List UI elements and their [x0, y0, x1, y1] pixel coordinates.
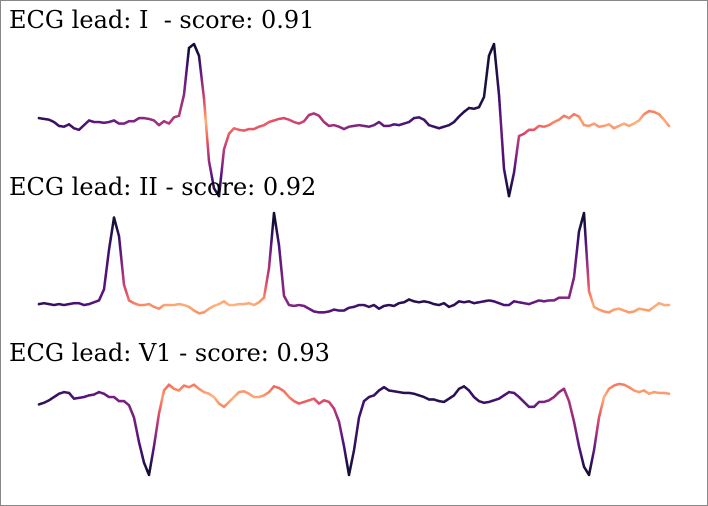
ecg-panel-lead-ii: ECG lead: II - score: 0.92: [1, 173, 707, 333]
ecg-sample-point: [667, 303, 671, 307]
ecg-panel-lead-v1: ECG lead: V1 - score: 0.93: [1, 339, 707, 499]
panel-title: ECG lead: V1 - score: 0.93: [9, 339, 330, 367]
ecg-trace-lead-i: [37, 42, 671, 198]
ecg-signal-points: [37, 211, 671, 315]
panel-title: ECG lead: I - score: 0.91: [9, 6, 315, 34]
ecg-sample-point: [667, 124, 671, 128]
ecg-trace-lead-v1: [37, 382, 671, 477]
panel-title: ECG lead: II - score: 0.92: [9, 173, 317, 201]
ecg-signal-points: [37, 42, 671, 198]
ecg-panel-lead-i: ECG lead: I - score: 0.91: [1, 6, 707, 198]
ecg-signal-points: [37, 382, 671, 477]
ecg-trace-lead-ii: [37, 211, 671, 315]
ecg-sample-point: [667, 392, 671, 396]
